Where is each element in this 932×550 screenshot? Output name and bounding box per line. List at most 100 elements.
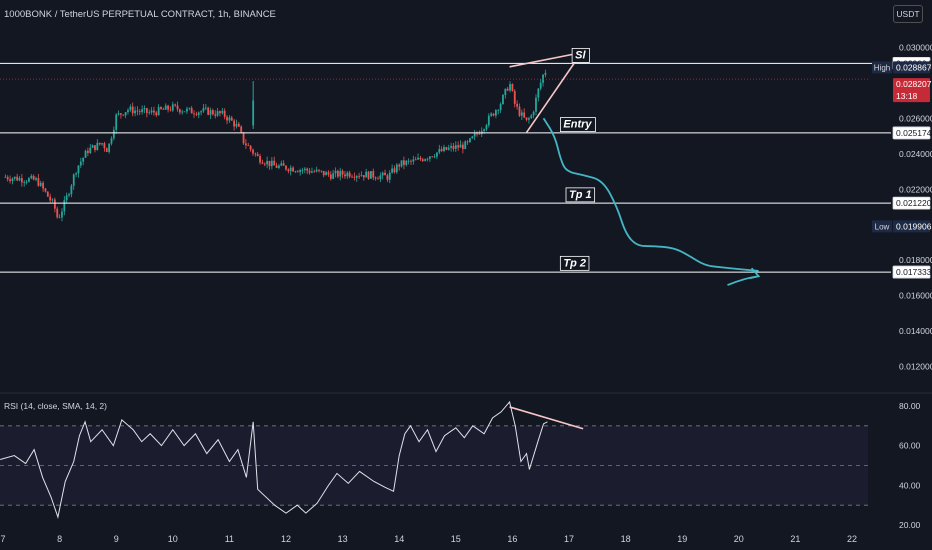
candle-body <box>372 171 375 178</box>
price-tick-label: 0.026000 <box>899 113 932 123</box>
candle-body <box>428 156 431 159</box>
candle-body <box>96 142 99 151</box>
annotation-tp-1[interactable]: Tp 1 <box>565 187 596 203</box>
candle-body <box>334 170 337 174</box>
candle-body <box>193 113 195 115</box>
time-tick-label: 20 <box>734 534 744 544</box>
candle-body <box>528 118 530 120</box>
candle-body <box>287 169 290 172</box>
candle-body <box>485 125 488 130</box>
candle-body <box>46 191 49 197</box>
candle-body <box>138 111 141 113</box>
candle-body <box>127 109 129 113</box>
candle-body <box>11 178 14 181</box>
candle-body <box>252 100 255 126</box>
candle-body <box>377 178 379 180</box>
candle-body <box>101 143 103 145</box>
candle-body <box>374 177 377 179</box>
candle-body <box>386 175 389 180</box>
time-tick-label: 11 <box>225 534 234 544</box>
candle-body <box>117 113 120 115</box>
annotation-sl[interactable]: Sl <box>571 47 590 63</box>
candle-body <box>469 138 471 143</box>
time-tick-label: 10 <box>168 534 178 544</box>
candle-body <box>471 136 474 139</box>
candle-body <box>438 149 441 153</box>
candle-body <box>426 158 429 160</box>
candle-body <box>454 145 457 149</box>
rsi-line <box>0 400 548 519</box>
candle-body <box>457 145 460 148</box>
currency-button[interactable]: USDT <box>893 5 923 23</box>
candle-body <box>89 147 92 153</box>
candle-body <box>122 114 125 116</box>
candle-body <box>360 175 363 177</box>
badge-tag-box <box>872 220 892 233</box>
candle-body <box>395 164 398 173</box>
candle-body <box>176 105 179 110</box>
candle-body <box>108 143 111 152</box>
candle-body <box>233 120 236 127</box>
candle-body <box>6 177 9 180</box>
candle-body <box>365 171 368 178</box>
rsi-indicator-label[interactable]: RSI (14, close, SMA, 14, 2) <box>4 401 107 411</box>
badge-tag-low: Low <box>875 222 890 231</box>
candle-body <box>320 170 323 172</box>
candle-body <box>58 217 61 219</box>
candle-body <box>412 159 415 162</box>
price-badge-box <box>892 196 931 210</box>
candle-body <box>228 117 231 121</box>
candle-body <box>516 103 519 107</box>
time-tick-label: 7 <box>0 534 5 544</box>
candle-body <box>169 109 172 111</box>
candle-body <box>37 178 40 186</box>
candle-body <box>351 176 353 178</box>
annotation-box <box>560 117 596 132</box>
candle-body <box>339 170 342 177</box>
candle-body <box>466 141 469 143</box>
price-badge-box <box>893 78 930 103</box>
candle-body <box>379 175 382 180</box>
rsi-divergence-line <box>509 406 584 430</box>
annotation-text: Tp 1 <box>569 189 592 201</box>
candle-body <box>167 105 169 110</box>
candle-body <box>120 113 122 115</box>
candle-body <box>285 165 287 170</box>
candle-body <box>94 145 96 151</box>
current-price-badge: 0.028207 13:18 <box>893 78 932 103</box>
candle-body <box>362 175 365 178</box>
candle-body <box>511 84 514 91</box>
candle-body <box>68 194 70 196</box>
candle-body <box>162 108 165 110</box>
candle-body <box>280 163 283 166</box>
candle-body <box>223 110 226 117</box>
candle-body <box>504 88 507 95</box>
candle-body <box>443 147 445 152</box>
time-tick-label: 21 <box>790 534 800 544</box>
candle-body <box>268 160 271 167</box>
symbol-title: 1000BONK / TetherUS PERPETUAL CONTRACT, … <box>4 9 276 20</box>
candle-body <box>42 182 44 189</box>
candle-body <box>270 160 273 167</box>
annotation-tp-2[interactable]: Tp 2 <box>559 255 590 271</box>
candle-body <box>70 185 73 195</box>
annotation-entry[interactable]: Entry <box>560 117 596 132</box>
time-tick-label: 12 <box>281 534 291 544</box>
price-tick-label: 0.022000 <box>899 184 932 194</box>
candle-body <box>499 104 502 111</box>
candle-body <box>20 178 23 183</box>
candle-body <box>263 163 266 165</box>
candle-body <box>112 129 115 139</box>
candle-body <box>447 147 450 150</box>
candle-body <box>237 123 240 127</box>
time-tick-label: 22 <box>847 534 857 544</box>
price-badge-box <box>893 220 930 233</box>
candle-body <box>327 172 330 175</box>
candle-body <box>509 84 511 91</box>
level-badge-tp-2: 0.017333 <box>892 265 932 279</box>
price-badge-value: 0.019906 <box>896 221 932 231</box>
candle-body <box>315 169 318 172</box>
candle-body <box>440 149 443 152</box>
candle-body <box>483 129 485 132</box>
